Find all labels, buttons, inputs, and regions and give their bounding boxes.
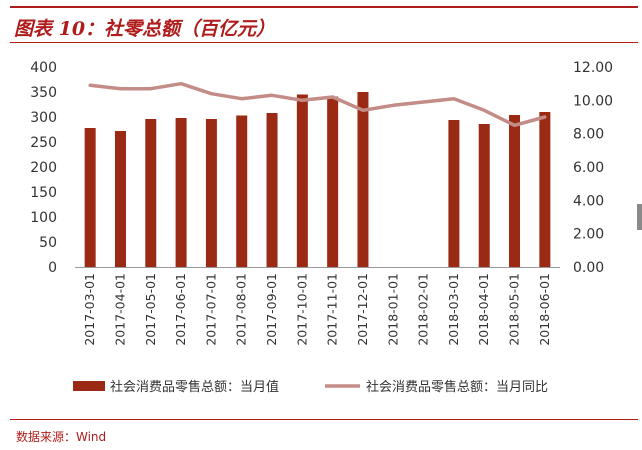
legend-line-label: 社会消费品零售总额：当月同比	[366, 379, 548, 395]
y-left-tick-label: 350	[30, 85, 57, 101]
x-tick-label: 2017-09-01	[264, 273, 279, 346]
bar	[327, 96, 339, 267]
x-tick-label: 2017-10-01	[294, 273, 309, 346]
bar	[236, 115, 248, 267]
bar-series	[84, 92, 551, 267]
y-left-tick-label: 100	[30, 210, 57, 226]
footer-divider	[10, 419, 638, 420]
y-right-tick-label: 10.00	[573, 93, 613, 109]
bar	[84, 128, 96, 267]
x-tick-label: 2017-11-01	[325, 273, 340, 346]
bar	[448, 120, 460, 267]
bar	[266, 113, 278, 267]
x-axis-ticks: 2017-03-01 2017-04-01 2017-05-01 2017-06-01…	[82, 273, 552, 346]
x-tick-label: 2018-06-01	[537, 273, 552, 346]
bar	[509, 115, 521, 267]
x-tick-label: 2017-03-01	[82, 273, 97, 346]
bar	[539, 112, 551, 267]
x-tick-label: 2018-04-01	[476, 273, 491, 346]
bar	[175, 118, 187, 267]
y-left-tick-label: 400	[30, 60, 57, 76]
y-left-tick-label: 300	[30, 110, 57, 126]
x-tick-label: 2017-04-01	[112, 273, 127, 346]
y-right-tick-label: 0.00	[573, 260, 604, 276]
legend-bar-label: 社会消费品零售总额：当月值	[110, 379, 279, 395]
bar	[357, 92, 369, 267]
y-left-tick-label: 250	[30, 135, 57, 151]
legend-bar-swatch	[73, 381, 105, 391]
y-left-tick-label: 0	[48, 260, 57, 276]
x-tick-label: 2017-12-01	[355, 273, 370, 346]
x-tick-label: 2018-03-01	[446, 273, 461, 346]
scroll-handle[interactable]	[637, 204, 642, 230]
chart-title: 图表 10：社零总额（百亿元）	[14, 18, 276, 40]
title-divider	[10, 42, 638, 43]
bar	[296, 94, 308, 267]
bar	[478, 124, 490, 267]
line-series	[88, 81, 547, 128]
x-tick-label: 2017-08-01	[234, 273, 249, 346]
y-axis-left: 400 350 300 250 200 150 100 50 0	[30, 60, 57, 276]
top-divider	[10, 6, 638, 8]
source-note: 数据来源：Wind	[16, 430, 107, 444]
x-tick-label: 2018-02-01	[416, 273, 431, 346]
bar	[205, 119, 217, 267]
y-right-tick-label: 8.00	[573, 127, 604, 143]
x-tick-label: 2018-05-01	[507, 273, 522, 346]
x-tick-label: 2017-05-01	[143, 273, 158, 346]
chart: 400 350 300 250 200 150 100 50 0 12.00 10.00 8.00 6…	[30, 60, 613, 395]
bar	[114, 131, 126, 267]
x-tick-label: 2017-06-01	[173, 273, 188, 346]
x-tick-label: 2017-07-01	[203, 273, 218, 346]
legend: 社会消费品零售总额：当月值 社会消费品零售总额：当月同比	[73, 379, 548, 395]
y-right-tick-label: 2.00	[573, 227, 604, 243]
y-axis-right: 12.00 10.00 8.00 6.00 4.00 2.00 0.00	[573, 60, 613, 276]
y-right-tick-label: 12.00	[573, 60, 613, 76]
y-left-tick-label: 50	[39, 235, 57, 251]
y-left-tick-label: 150	[30, 185, 57, 201]
y-left-tick-label: 200	[30, 160, 57, 176]
bar	[145, 119, 157, 267]
yoy-line	[88, 81, 547, 128]
y-right-tick-label: 6.00	[573, 160, 604, 176]
y-right-tick-label: 4.00	[573, 193, 604, 209]
x-tick-label: 2018-01-01	[385, 273, 400, 346]
